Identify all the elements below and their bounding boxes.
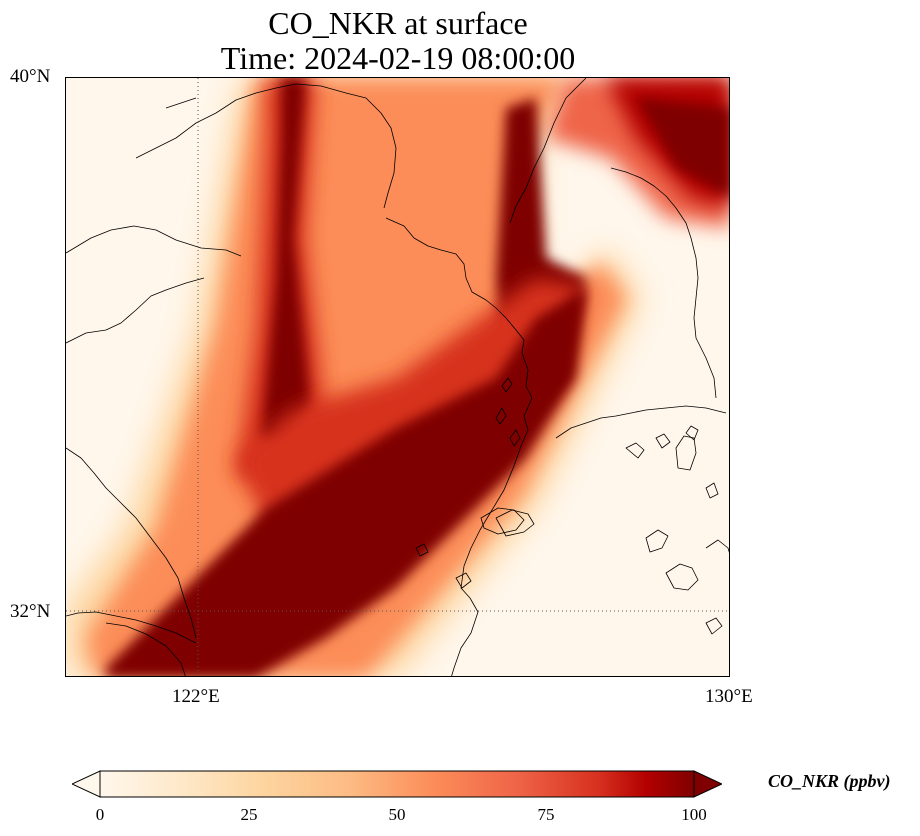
colorbar-tick-75: 75	[537, 805, 555, 824]
gridlines	[66, 78, 729, 676]
colorbar-tick-0: 0	[95, 805, 105, 824]
colorbar-gradient	[99, 770, 695, 798]
colorbar-tick-100: 100	[681, 805, 707, 824]
concentration-map	[66, 78, 729, 676]
colorbar	[72, 770, 722, 798]
colorbar-label: CO_NKR (ppbv)	[768, 771, 891, 791]
map-panel	[65, 77, 730, 677]
co-concentration-field	[66, 78, 729, 676]
colorbar-tick-25: 25	[240, 805, 258, 824]
map-subtitle-time: Time: 2024-02-19 08:00:00	[220, 40, 576, 76]
coastlines	[66, 78, 729, 676]
colorbar-extend-high	[693, 770, 722, 798]
colorbar-extend-low	[72, 770, 101, 798]
colorbar-tick-50: 50	[388, 805, 406, 824]
longitude-label-130e: 130°E	[705, 686, 753, 707]
latitude-label-32n: 32°N	[10, 601, 51, 622]
map-title: CO_NKR at surface	[268, 5, 528, 41]
longitude-label-122e: 122°E	[172, 686, 220, 707]
latitude-label-40n: 40°N	[10, 66, 51, 87]
